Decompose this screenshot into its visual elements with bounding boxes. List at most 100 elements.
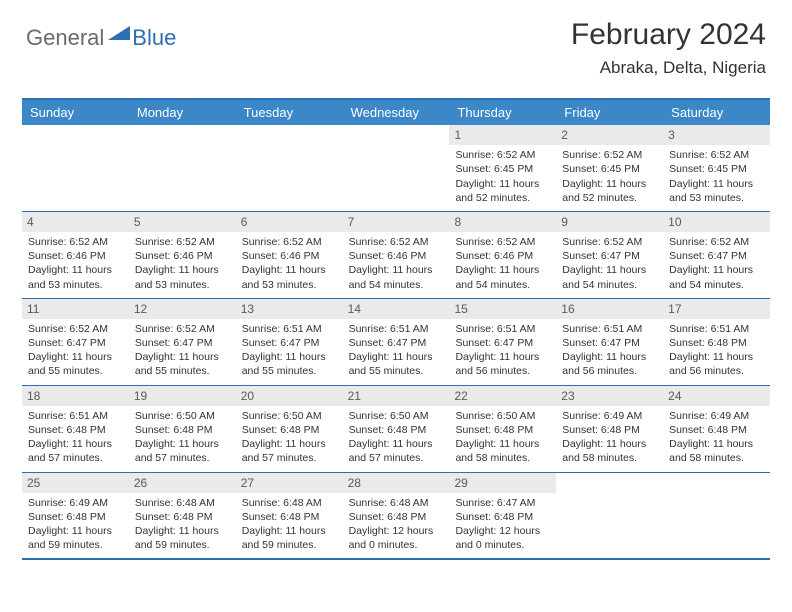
calendar-cell: 4Sunrise: 6:52 AMSunset: 6:46 PMDaylight…	[22, 212, 129, 298]
sunset-text: Sunset: 6:47 PM	[349, 336, 446, 350]
calendar-cell	[236, 125, 343, 211]
calendar-cell: 12Sunrise: 6:52 AMSunset: 6:47 PMDayligh…	[129, 299, 236, 385]
calendar: Sunday Monday Tuesday Wednesday Thursday…	[22, 98, 770, 560]
daylight-text: Daylight: 11 hours and 54 minutes.	[562, 264, 646, 290]
title-block: February 2024 Abraka, Delta, Nigeria	[571, 18, 766, 78]
daylight-text: Daylight: 11 hours and 56 minutes.	[455, 351, 539, 377]
calendar-cell: 10 Sunrise: 6:52 AMSunset: 6:47 PMDayligh…	[663, 212, 770, 298]
day-number: 7	[343, 212, 450, 232]
calendar-cell: 28Sunrise: 6:48 AMSunset: 6:48 PMDayligh…	[343, 473, 450, 559]
day-number: 14	[343, 299, 450, 319]
daylight-text: Daylight: 11 hours and 56 minutes.	[562, 351, 646, 377]
sunrise-text: Sunrise: 6:49 AM	[28, 496, 125, 510]
day-number: 10	[663, 212, 770, 232]
sunrise-text: Sunrise: 6:52 AM	[669, 235, 766, 249]
sunrise-text: Sunrise: 6:51 AM	[242, 322, 339, 336]
daylight-text: Daylight: 11 hours and 53 minutes.	[669, 178, 753, 204]
day-number: 21	[343, 386, 450, 406]
location-subtitle: Abraka, Delta, Nigeria	[571, 58, 766, 78]
day-number: 22	[449, 386, 556, 406]
calendar-row: 18Sunrise: 6:51 AMSunset: 6:48 PMDayligh…	[22, 385, 770, 472]
day-header: Friday	[556, 100, 663, 125]
day-number: 5	[129, 212, 236, 232]
sunset-text: Sunset: 6:47 PM	[562, 336, 659, 350]
sunrise-text: Sunrise: 6:51 AM	[669, 322, 766, 336]
sunrise-text: Sunrise: 6:48 AM	[349, 496, 446, 510]
sunset-text: Sunset: 6:46 PM	[242, 249, 339, 263]
sunset-text: Sunset: 6:45 PM	[562, 162, 659, 176]
daylight-text: Daylight: 11 hours and 52 minutes.	[562, 178, 646, 204]
sunset-text: Sunset: 6:46 PM	[455, 249, 552, 263]
calendar-cell: 25Sunrise: 6:49 AMSunset: 6:48 PMDayligh…	[22, 473, 129, 559]
sunrise-text: Sunrise: 6:52 AM	[135, 235, 232, 249]
sunrise-text: Sunrise: 6:52 AM	[669, 148, 766, 162]
sunrise-text: Sunrise: 6:50 AM	[349, 409, 446, 423]
daylight-text: Daylight: 11 hours and 54 minutes.	[455, 264, 539, 290]
daylight-text: Daylight: 11 hours and 57 minutes.	[28, 438, 112, 464]
calendar-cell: 8Sunrise: 6:52 AMSunset: 6:46 PMDaylight…	[449, 212, 556, 298]
calendar-cell: 23Sunrise: 6:49 AMSunset: 6:48 PMDayligh…	[556, 386, 663, 472]
daylight-text: Daylight: 11 hours and 55 minutes.	[135, 351, 219, 377]
sunset-text: Sunset: 6:48 PM	[242, 510, 339, 524]
brand-triangle-icon	[108, 24, 130, 45]
sunset-text: Sunset: 6:48 PM	[455, 510, 552, 524]
sunset-text: Sunset: 6:47 PM	[669, 249, 766, 263]
day-number: 29	[449, 473, 556, 493]
sunset-text: Sunset: 6:48 PM	[28, 423, 125, 437]
sunset-text: Sunset: 6:48 PM	[349, 423, 446, 437]
sunset-text: Sunset: 6:48 PM	[349, 510, 446, 524]
daylight-text: Daylight: 11 hours and 55 minutes.	[28, 351, 112, 377]
calendar-cell	[343, 125, 450, 211]
calendar-cell: 27Sunrise: 6:48 AMSunset: 6:48 PMDayligh…	[236, 473, 343, 559]
calendar-row: 11Sunrise: 6:52 AMSunset: 6:47 PMDayligh…	[22, 298, 770, 385]
day-header: Saturday	[663, 100, 770, 125]
day-number: 23	[556, 386, 663, 406]
sunset-text: Sunset: 6:48 PM	[669, 336, 766, 350]
day-number: 2	[556, 125, 663, 145]
calendar-cell: 17Sunrise: 6:51 AMSunset: 6:48 PMDayligh…	[663, 299, 770, 385]
daylight-text: Daylight: 12 hours and 0 minutes.	[349, 525, 434, 551]
sunset-text: Sunset: 6:46 PM	[349, 249, 446, 263]
calendar-cell: 21Sunrise: 6:50 AMSunset: 6:48 PMDayligh…	[343, 386, 450, 472]
daylight-text: Daylight: 11 hours and 53 minutes.	[28, 264, 112, 290]
daylight-text: Daylight: 11 hours and 58 minutes.	[455, 438, 539, 464]
day-number: 12	[129, 299, 236, 319]
calendar-cell	[22, 125, 129, 211]
day-number: 15	[449, 299, 556, 319]
day-number: 19	[129, 386, 236, 406]
calendar-cell: 5Sunrise: 6:52 AMSunset: 6:46 PMDaylight…	[129, 212, 236, 298]
sunset-text: Sunset: 6:45 PM	[669, 162, 766, 176]
day-number: 11	[22, 299, 129, 319]
sunrise-text: Sunrise: 6:51 AM	[349, 322, 446, 336]
calendar-cell: 24Sunrise: 6:49 AMSunset: 6:48 PMDayligh…	[663, 386, 770, 472]
sunset-text: Sunset: 6:48 PM	[455, 423, 552, 437]
sunrise-text: Sunrise: 6:49 AM	[669, 409, 766, 423]
calendar-row: 25Sunrise: 6:49 AMSunset: 6:48 PMDayligh…	[22, 472, 770, 559]
day-number: 25	[22, 473, 129, 493]
month-title: February 2024	[571, 18, 766, 52]
calendar-cell: 15Sunrise: 6:51 AMSunset: 6:47 PMDayligh…	[449, 299, 556, 385]
calendar-cell: 19Sunrise: 6:50 AMSunset: 6:48 PMDayligh…	[129, 386, 236, 472]
sunrise-text: Sunrise: 6:52 AM	[28, 322, 125, 336]
calendar-cell: 9Sunrise: 6:52 AMSunset: 6:47 PMDaylight…	[556, 212, 663, 298]
daylight-text: Daylight: 11 hours and 57 minutes.	[242, 438, 326, 464]
daylight-text: Daylight: 11 hours and 53 minutes.	[242, 264, 326, 290]
calendar-cell: 11 Sunrise: 6:52 AMSunset: 6:47 PMDayligh…	[22, 299, 129, 385]
calendar-cell: 29Sunrise: 6:47 AMSunset: 6:48 PMDayligh…	[449, 473, 556, 559]
day-number: 16	[556, 299, 663, 319]
sunset-text: Sunset: 6:46 PM	[28, 249, 125, 263]
sunset-text: Sunset: 6:47 PM	[28, 336, 125, 350]
daylight-text: Daylight: 11 hours and 53 minutes.	[135, 264, 219, 290]
sunrise-text: Sunrise: 6:49 AM	[562, 409, 659, 423]
daylight-text: Daylight: 11 hours and 54 minutes.	[669, 264, 753, 290]
sunset-text: Sunset: 6:47 PM	[562, 249, 659, 263]
day-number: 20	[236, 386, 343, 406]
day-header: Tuesday	[236, 100, 343, 125]
calendar-cell: 14Sunrise: 6:51 AMSunset: 6:47 PMDayligh…	[343, 299, 450, 385]
calendar-cell	[556, 473, 663, 559]
calendar-row: 4Sunrise: 6:52 AMSunset: 6:46 PMDaylight…	[22, 211, 770, 298]
sunrise-text: Sunrise: 6:52 AM	[562, 148, 659, 162]
sunrise-text: Sunrise: 6:52 AM	[28, 235, 125, 249]
calendar-cell: 6Sunrise: 6:52 AMSunset: 6:46 PMDaylight…	[236, 212, 343, 298]
brand-text-blue: Blue	[132, 25, 176, 51]
